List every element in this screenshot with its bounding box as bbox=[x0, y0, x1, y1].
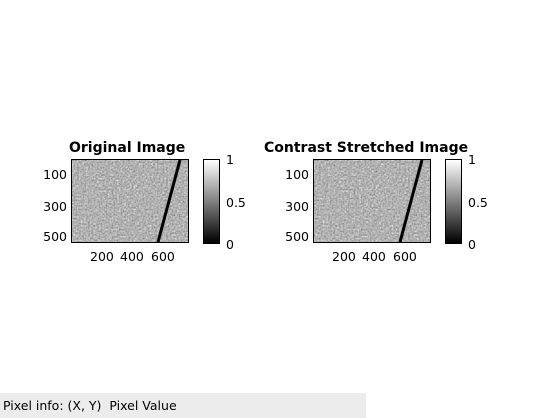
figure-canvas: Original Image 100 300 500 200 400 600 bbox=[43, 140, 488, 264]
texture-image bbox=[72, 160, 188, 242]
y-tick-label: 100 bbox=[285, 167, 309, 182]
y-tick-label: 500 bbox=[285, 229, 309, 244]
colorbar-tick-label: 0.5 bbox=[226, 195, 246, 210]
colorbar-tick-label: 1 bbox=[468, 152, 476, 167]
colorbar-tick-label: 0.5 bbox=[468, 195, 488, 210]
panel-title-contrast-stretched: Contrast Stretched Image bbox=[264, 140, 469, 156]
colorbar-tick-label: 0 bbox=[226, 237, 234, 252]
panel-title-original: Original Image bbox=[69, 140, 186, 156]
colorbar-tick-label: 0 bbox=[468, 237, 476, 252]
y-tick-label: 100 bbox=[43, 167, 67, 182]
colorbar-tick-label: 1 bbox=[226, 152, 234, 167]
x-tick-label: 400 bbox=[120, 249, 144, 264]
original-image[interactable] bbox=[71, 159, 189, 243]
pixel-info-label: Pixel info: bbox=[3, 398, 64, 413]
pixel-info-value: Pixel Value bbox=[109, 398, 177, 413]
colorbar bbox=[203, 159, 220, 244]
y-tick-label: 500 bbox=[43, 229, 67, 244]
y-tick-label: 300 bbox=[43, 199, 67, 214]
y-tick-label: 300 bbox=[285, 199, 309, 214]
contrast-stretched-image[interactable] bbox=[313, 159, 431, 243]
x-tick-label: 200 bbox=[90, 249, 114, 264]
x-tick-label: 600 bbox=[151, 249, 175, 264]
pixel-info-coords: (X, Y) bbox=[67, 398, 102, 413]
x-tick-label: 400 bbox=[362, 249, 386, 264]
texture-image bbox=[314, 160, 430, 242]
colorbar bbox=[445, 159, 462, 244]
x-tick-label: 600 bbox=[393, 249, 417, 264]
pixel-info-statusbar: Pixel info: (X, Y) Pixel Value bbox=[0, 393, 366, 418]
x-tick-label: 200 bbox=[332, 249, 356, 264]
